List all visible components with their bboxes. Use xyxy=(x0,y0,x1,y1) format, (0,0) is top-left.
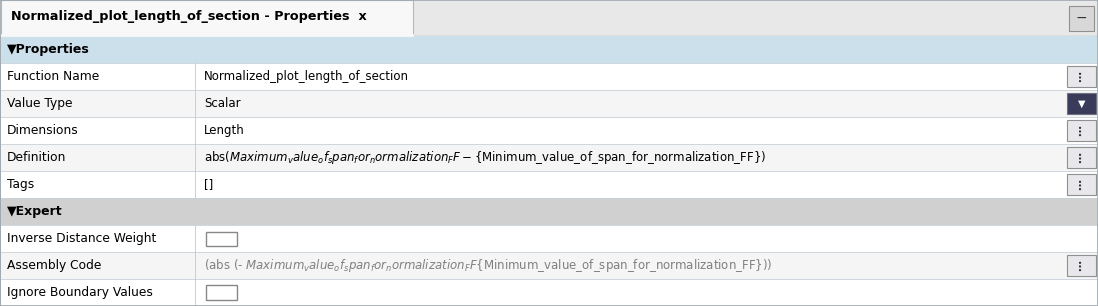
Text: (abs (- ${Maximum_value_of_span_for_normalization_FF} ${Minimum_value_of_span_fo: (abs (- ${Maximum_value_of_span_for_norm… xyxy=(204,257,773,274)
FancyBboxPatch shape xyxy=(1067,120,1096,141)
Text: Tags: Tags xyxy=(7,178,34,191)
Text: ⋯: ⋯ xyxy=(1076,71,1087,82)
FancyBboxPatch shape xyxy=(1,252,1097,279)
Text: []: [] xyxy=(204,178,213,191)
FancyBboxPatch shape xyxy=(1067,66,1096,88)
Text: Inverse Distance Weight: Inverse Distance Weight xyxy=(7,232,156,245)
Text: ⋯: ⋯ xyxy=(1076,179,1087,190)
FancyBboxPatch shape xyxy=(0,36,1098,306)
Text: Normalized_plot_length_of_section: Normalized_plot_length_of_section xyxy=(204,70,410,83)
FancyBboxPatch shape xyxy=(206,232,237,245)
Text: −: − xyxy=(1076,11,1087,25)
Text: ⋯: ⋯ xyxy=(1076,125,1087,136)
Text: Scalar: Scalar xyxy=(204,97,240,110)
Text: ▼: ▼ xyxy=(1078,99,1085,109)
FancyBboxPatch shape xyxy=(1,198,1097,225)
Text: ⋯: ⋯ xyxy=(1076,260,1087,271)
FancyBboxPatch shape xyxy=(1,144,1097,171)
Text: ▼Properties: ▼Properties xyxy=(7,43,89,56)
FancyBboxPatch shape xyxy=(1,225,1097,252)
Text: ▼Expert: ▼Expert xyxy=(7,205,63,218)
Text: Length: Length xyxy=(204,124,245,137)
Text: Value Type: Value Type xyxy=(7,97,72,110)
Text: Ignore Boundary Values: Ignore Boundary Values xyxy=(7,286,153,299)
FancyBboxPatch shape xyxy=(0,0,1098,36)
FancyBboxPatch shape xyxy=(1,117,1097,144)
FancyBboxPatch shape xyxy=(1067,93,1096,114)
FancyBboxPatch shape xyxy=(1,90,1097,117)
Text: Definition: Definition xyxy=(7,151,66,164)
FancyBboxPatch shape xyxy=(1,63,1097,90)
Text: Normalized_plot_length_of_section - Properties  x: Normalized_plot_length_of_section - Prop… xyxy=(11,10,367,23)
Text: abs(${Maximum_value_of_span_for_normalization_FF}-${Minimum_value_of_span_for_no: abs(${Maximum_value_of_span_for_normaliz… xyxy=(204,149,766,166)
Text: Dimensions: Dimensions xyxy=(7,124,78,137)
FancyBboxPatch shape xyxy=(1,0,413,35)
FancyBboxPatch shape xyxy=(1067,174,1096,195)
FancyBboxPatch shape xyxy=(1,171,1097,198)
Text: Assembly Code: Assembly Code xyxy=(7,259,101,272)
FancyBboxPatch shape xyxy=(1069,6,1094,31)
FancyBboxPatch shape xyxy=(206,285,237,300)
FancyBboxPatch shape xyxy=(1067,147,1096,168)
FancyBboxPatch shape xyxy=(1067,255,1096,276)
FancyBboxPatch shape xyxy=(1,36,1097,63)
FancyBboxPatch shape xyxy=(1,279,1097,306)
Text: ⋯: ⋯ xyxy=(1076,152,1087,163)
Text: Function Name: Function Name xyxy=(7,70,99,83)
